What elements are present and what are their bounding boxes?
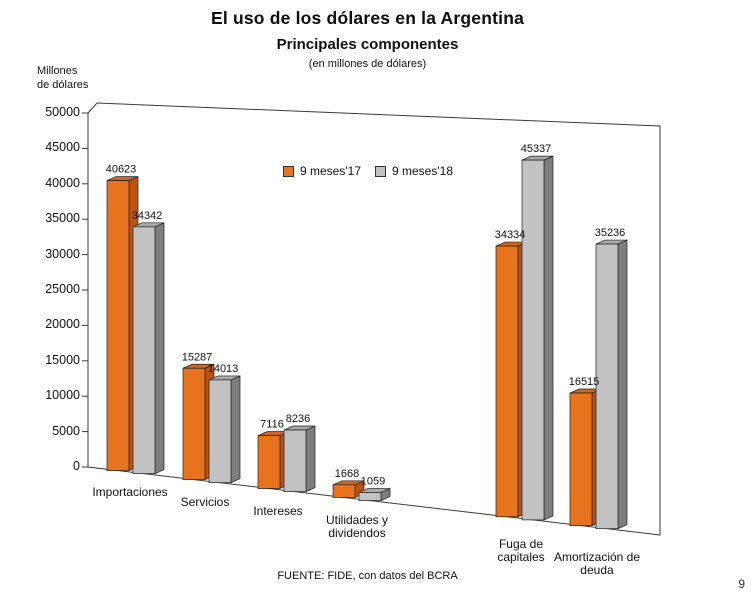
bar-front-face	[283, 429, 307, 492]
y-tick-label: 15000	[45, 352, 80, 367]
bar-front-face	[132, 226, 156, 475]
legend-item-2018: 9 meses'18	[375, 164, 453, 178]
bar-front-face	[208, 379, 232, 484]
bar-series1-cat5	[595, 239, 628, 530]
bar-value-label: 15287	[182, 351, 213, 363]
bar-value-label: 45337	[521, 143, 552, 155]
bar-series1-cat2	[283, 425, 316, 493]
legend-swatch-2018-icon	[375, 165, 386, 177]
chart-units-note: (en millones de dólares)	[308, 58, 427, 70]
bar-side-face	[154, 222, 165, 475]
title-block: El uso de los dólares en la Argentina Pr…	[0, 8, 735, 70]
legend: 9 meses'17 9 meses'18	[283, 164, 453, 178]
bar-value-label: 8236	[286, 413, 310, 425]
bar-series1-cat3	[358, 487, 391, 502]
x-category-label: Amortización de deuda	[553, 550, 641, 578]
bar-value-label: 14013	[208, 363, 239, 375]
bar-value-label: 1668	[335, 468, 359, 480]
x-category-label: Servicios	[180, 495, 230, 509]
y-tick-label: 5000	[52, 423, 80, 438]
y-tick-label: 25000	[45, 282, 80, 296]
legend-swatch-2017-icon	[283, 165, 294, 177]
legend-item-2017: 9 meses'17	[283, 164, 361, 178]
bar-value-label: 7116	[260, 419, 284, 431]
bar-front-face	[495, 245, 519, 518]
bar-front-face	[106, 180, 130, 471]
bar-side-face	[305, 425, 316, 493]
x-category-label: Utilidades y dividendos	[325, 513, 389, 541]
bar-value-label: 34342	[132, 210, 163, 222]
bar-front-face	[569, 392, 593, 526]
y-tick-label: 30000	[45, 246, 80, 261]
y-tick-label: 45000	[45, 140, 80, 155]
y-tick-label: 10000	[45, 388, 80, 403]
bar-value-label: 16515	[569, 376, 600, 388]
y-tick-label: 0	[73, 459, 80, 473]
bar-series1-cat4	[521, 155, 554, 521]
legend-label-2017: 9 meses'17	[300, 164, 361, 178]
bar-side-face	[617, 239, 628, 530]
bar-front-face	[358, 492, 382, 501]
x-category-label: Importaciones	[92, 485, 168, 499]
y-tick-label: 20000	[45, 317, 80, 332]
bar-value-label: 40623	[106, 164, 137, 176]
page-number-artifact: 9	[738, 577, 745, 591]
x-category-label: Fuga de capitales	[497, 537, 545, 565]
source-note: FUENTE: FIDE, con datos del BCRA	[277, 570, 458, 582]
bar-front-face	[257, 435, 281, 489]
bar-front-face	[521, 159, 545, 521]
chart-subtitle: Principales componentes	[276, 36, 459, 53]
bar-value-label: 1059	[361, 475, 385, 487]
y-tick-label: 40000	[45, 175, 80, 190]
legend-label-2018: 9 meses'18	[392, 164, 453, 178]
bar-front-face	[332, 484, 356, 498]
bar-series1-cat0	[132, 222, 165, 475]
bar-series1-cat1	[208, 375, 241, 484]
bar-front-face	[182, 367, 206, 480]
bar-value-label: 35236	[595, 227, 626, 239]
bar-value-label: 34334	[495, 229, 526, 241]
bar-side-face	[230, 375, 241, 484]
y-axis-title: Millones de dólares	[37, 65, 89, 92]
bar-front-face	[595, 243, 619, 530]
y-tick-label: 35000	[45, 211, 80, 226]
chart-title: El uso de los dólares en la Argentina	[210, 8, 525, 28]
bar-side-face	[543, 155, 554, 521]
y-tick-label: 50000	[45, 105, 80, 119]
x-category-label: Intereses	[253, 504, 303, 518]
